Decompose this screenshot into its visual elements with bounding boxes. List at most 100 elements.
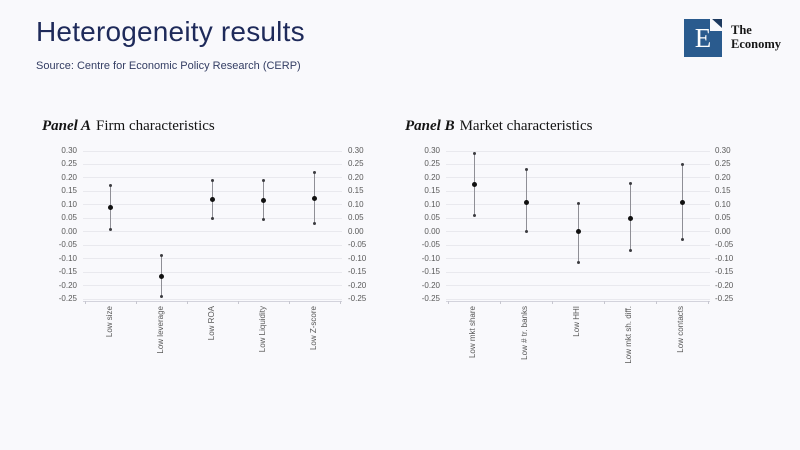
y-tick-label: -0.05	[421, 240, 440, 250]
y-tick-label: 0.05	[715, 213, 731, 223]
y-tick-label: -0.25	[348, 294, 367, 303]
y-tick-label: 0.25	[715, 159, 731, 169]
gridline	[83, 258, 342, 260]
estimate-point	[523, 199, 529, 205]
page-title: Heterogeneity results	[36, 16, 305, 47]
ci-upper-cap	[576, 201, 580, 205]
y-tick-label: -0.20	[421, 280, 440, 290]
y-tick-label: 0.25	[348, 159, 364, 169]
x-category-label: Low mkt share	[468, 306, 477, 359]
x-axis-line	[446, 300, 710, 302]
gridline	[83, 244, 342, 246]
gridline	[446, 190, 710, 192]
estimate-point	[471, 182, 477, 188]
ci-upper-cap	[211, 179, 214, 183]
y-tick-label: 0.20	[715, 172, 731, 182]
economy-logo-icon: E	[684, 19, 722, 57]
ci-lower-cap	[109, 227, 112, 231]
logo-flag-icon	[710, 19, 722, 31]
ci-upper-cap	[262, 179, 265, 183]
logo-text-line2: Economy	[731, 37, 781, 51]
ci-upper-cap	[628, 181, 632, 185]
gridline	[446, 150, 710, 152]
x-category-label: Low mkt sh. diff.	[624, 306, 633, 364]
x-axis-line	[83, 300, 342, 302]
estimate-point	[312, 195, 317, 201]
estimate-point	[679, 199, 685, 205]
estimate-point	[108, 205, 113, 210]
y-tick-label: -0.10	[58, 253, 77, 263]
y-tick-label: -0.10	[715, 253, 734, 263]
y-tick-label: 0.20	[424, 172, 440, 182]
y-tick-label: -0.20	[715, 280, 734, 290]
x-axis-tick	[136, 300, 137, 304]
gridline	[83, 177, 342, 179]
estimate-point	[210, 196, 215, 202]
panel-a-subtitle: Firm characteristics	[96, 118, 215, 134]
gridline	[83, 150, 342, 152]
y-tick-label: 0.30	[61, 146, 77, 155]
panel-a-label: Panel A	[42, 118, 92, 134]
x-axis-tick	[656, 300, 657, 304]
y-tick-label: 0.10	[348, 199, 364, 209]
x-category-label: Low HHI	[572, 306, 581, 337]
gridline	[83, 298, 342, 300]
ci-lower-cap	[160, 294, 163, 298]
ci-upper-cap	[160, 254, 163, 258]
gridline	[446, 271, 710, 273]
the-economy-logo: E The Economy	[684, 19, 781, 57]
x-axis-tick	[85, 300, 86, 304]
ci-lower-cap	[211, 216, 214, 220]
estimate-point	[627, 215, 633, 221]
y-tick-label: -0.20	[348, 280, 367, 290]
y-tick-label: -0.05	[58, 240, 77, 250]
x-axis-tick	[500, 300, 501, 304]
y-tick-label: -0.10	[348, 253, 367, 263]
ci-lower-cap	[628, 249, 632, 253]
y-tick-label: 0.00	[424, 226, 440, 236]
y-tick-label: 0.15	[61, 186, 77, 196]
ci-lower-cap	[576, 261, 580, 265]
estimate-point	[261, 198, 266, 204]
y-tick-label: 0.00	[715, 226, 731, 236]
y-tick-label: 0.20	[61, 172, 77, 182]
logo-wordmark: The Economy	[731, 23, 781, 51]
y-tick-label: -0.15	[348, 267, 367, 277]
y-tick-label: -0.25	[421, 294, 440, 303]
ci-upper-cap	[472, 152, 476, 156]
x-axis-tick	[552, 300, 553, 304]
gridline	[446, 298, 710, 300]
y-tick-label: 0.20	[348, 172, 364, 182]
logo-letter: E	[694, 23, 712, 53]
gridline	[446, 163, 710, 165]
panel-b-label: Panel B	[405, 118, 455, 134]
ci-upper-cap	[109, 184, 112, 188]
ci-upper-cap	[313, 171, 316, 175]
estimate-point	[159, 273, 164, 279]
ci-lower-cap	[472, 214, 476, 218]
y-tick-label: -0.05	[348, 240, 367, 250]
source-note: Source: Centre for Economic Policy Resea…	[36, 60, 301, 72]
y-tick-label: 0.05	[61, 213, 77, 223]
ci-lower-cap	[680, 238, 684, 242]
y-tick-label: 0.30	[348, 146, 364, 155]
y-tick-label: 0.10	[61, 199, 77, 209]
y-tick-label: 0.15	[348, 186, 364, 196]
x-axis-tick	[604, 300, 605, 304]
y-tick-label: -0.25	[58, 294, 77, 303]
ci-lower-cap	[313, 222, 316, 226]
ci-lower-cap	[524, 230, 528, 234]
y-tick-label: 0.10	[715, 199, 731, 209]
gridline	[83, 271, 342, 273]
x-axis-tick	[448, 300, 449, 304]
y-tick-label: -0.25	[715, 294, 734, 303]
ci-upper-cap	[680, 162, 684, 166]
gridline	[83, 285, 342, 287]
x-axis-tick	[238, 300, 239, 304]
y-tick-label: -0.15	[715, 267, 734, 277]
logo-text-line1: The	[731, 23, 752, 37]
y-tick-label: 0.15	[424, 186, 440, 196]
